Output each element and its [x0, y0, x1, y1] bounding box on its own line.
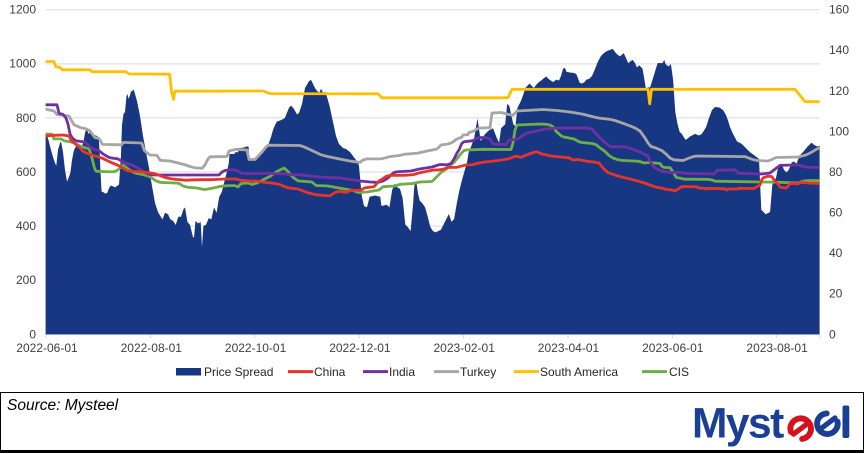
svg-text:India: India	[389, 365, 415, 379]
svg-text:0: 0	[29, 327, 36, 341]
svg-text:140: 140	[829, 43, 849, 57]
svg-text:South America: South America	[540, 365, 618, 379]
svg-text:Turkey: Turkey	[460, 365, 496, 379]
svg-text:Price Spread: Price Spread	[204, 365, 273, 379]
svg-text:40: 40	[829, 246, 843, 260]
svg-text:0: 0	[829, 327, 836, 341]
svg-text:200: 200	[16, 273, 36, 287]
svg-text:1200: 1200	[9, 3, 36, 17]
svg-text:1000: 1000	[9, 57, 36, 71]
svg-text:800: 800	[16, 111, 36, 125]
svg-text:2023-08-01: 2023-08-01	[746, 341, 808, 355]
svg-text:60: 60	[829, 206, 843, 220]
svg-text:80: 80	[829, 165, 843, 179]
svg-text:400: 400	[16, 219, 36, 233]
svg-text:2023-06-01: 2023-06-01	[642, 341, 704, 355]
svg-text:160: 160	[829, 3, 849, 17]
svg-text:2023-04-01: 2023-04-01	[538, 341, 600, 355]
svg-text:2022-06-01: 2022-06-01	[16, 341, 78, 355]
svg-text:100: 100	[829, 124, 849, 138]
svg-text:120: 120	[829, 84, 849, 98]
svg-text:20: 20	[829, 287, 843, 301]
svg-text:CIS: CIS	[669, 365, 689, 379]
svg-text:Myst: Myst	[692, 400, 784, 447]
svg-text:2022-08-01: 2022-08-01	[121, 341, 183, 355]
svg-text:2023-02-01: 2023-02-01	[434, 341, 496, 355]
svg-text:2022-12-01: 2022-12-01	[329, 341, 391, 355]
svg-text:600: 600	[16, 165, 36, 179]
svg-text:2022-10-01: 2022-10-01	[225, 341, 287, 355]
svg-text:China: China	[314, 365, 346, 379]
